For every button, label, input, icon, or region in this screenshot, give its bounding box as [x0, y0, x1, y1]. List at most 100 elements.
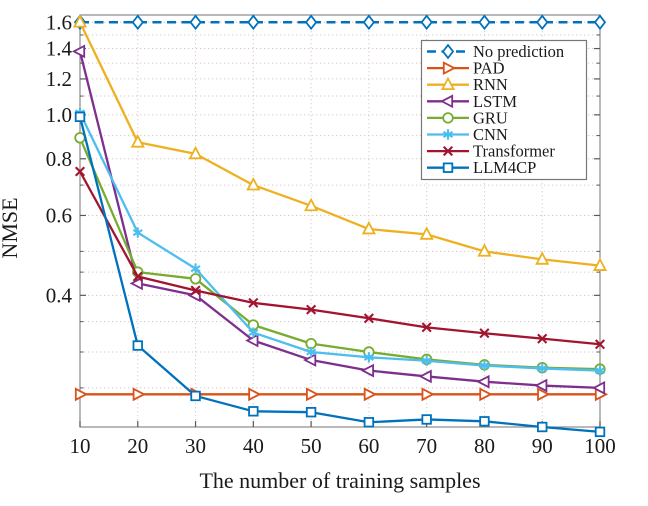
x-tick-label: 30 — [185, 434, 206, 458]
marker-asterisk — [479, 360, 490, 371]
x-axis-title: The number of training samples — [199, 468, 480, 493]
legend-label: No prediction — [473, 42, 564, 61]
y-tick-label: 0.8 — [46, 147, 72, 171]
legend-label: PAD — [473, 59, 505, 78]
legend-label: LLM4CP — [473, 158, 536, 177]
legend-label: Transformer — [473, 142, 555, 161]
marker-diamond — [441, 43, 455, 60]
marker-triangle-up — [304, 197, 319, 212]
marker-triangle-left — [418, 369, 432, 384]
marker-triangle-right — [248, 387, 262, 402]
x-tick-label: 90 — [532, 434, 553, 458]
legend-item-pad: PAD — [427, 59, 505, 78]
x-tick-label: 40 — [243, 434, 264, 458]
series-line-rnn — [78, 21, 601, 267]
marker-x — [132, 271, 143, 282]
marker-triangle-left — [360, 363, 374, 378]
marker-x — [479, 328, 490, 339]
marker-diamond — [131, 14, 144, 31]
marker-triangle-left — [534, 378, 548, 393]
marker-square — [74, 111, 86, 123]
marker-square — [305, 406, 317, 418]
marker-circle — [189, 273, 202, 285]
x-tick-label: 20 — [127, 434, 148, 458]
y-tick-label: 0.6 — [46, 203, 72, 227]
marker-x — [74, 166, 86, 177]
legend-label: LSTM — [473, 92, 517, 111]
marker-diamond — [478, 14, 491, 31]
axes-box — [79, 14, 601, 428]
marker-x — [421, 322, 432, 333]
series-rnn — [72, 14, 608, 271]
series-transformer — [74, 166, 606, 350]
marker-diamond — [189, 14, 202, 31]
legend-label: GRU — [473, 108, 508, 127]
series-line-lstm — [78, 51, 601, 390]
series-pad — [74, 387, 609, 402]
marker-x — [363, 313, 374, 324]
marker-x — [594, 339, 606, 350]
marker-triangle-left — [591, 381, 606, 395]
marker-triangle-left — [439, 94, 454, 109]
x-tick-label: 60 — [358, 434, 379, 458]
y-tick-label: 0.4 — [46, 283, 73, 307]
legend-item-transformer: Transformer — [427, 142, 555, 161]
marker-square — [248, 406, 259, 417]
marker-asterisk — [306, 346, 317, 358]
x-tick-label: 100 — [584, 434, 616, 458]
legend-item-gru: GRU — [427, 108, 508, 127]
marker-x — [442, 146, 454, 157]
marker-triangle-up — [477, 243, 492, 257]
legend-item-rnn: RNN — [427, 75, 508, 94]
y-tick-label: 1.4 — [46, 37, 73, 61]
legend-box — [420, 39, 588, 181]
marker-square — [190, 390, 201, 402]
marker-diamond — [362, 14, 376, 31]
marker-diamond — [304, 14, 318, 31]
marker-triangle-up — [535, 251, 550, 265]
marker-asterisk — [537, 363, 548, 374]
marker-triangle-right — [479, 387, 493, 402]
x-tick-label: 80 — [474, 434, 495, 458]
marker-triangle-up — [72, 14, 88, 28]
x-tick-label: 10 — [70, 434, 91, 458]
marker-triangle-up — [188, 145, 203, 160]
y-axis-title: NMSE — [0, 197, 22, 258]
marker-diamond — [420, 14, 433, 31]
marker-asterisk — [421, 355, 432, 366]
marker-triangle-left — [129, 276, 143, 291]
marker-diamond — [593, 14, 607, 31]
marker-asterisk — [132, 227, 143, 238]
marker-x — [537, 333, 548, 344]
marker-square — [421, 414, 432, 425]
marker-triangle-up — [592, 257, 608, 271]
marker-triangle-up — [440, 76, 456, 90]
marker-triangle-right — [74, 387, 89, 402]
marker-square — [594, 426, 606, 438]
marker-asterisk — [248, 327, 259, 338]
marker-triangle-right — [132, 387, 146, 402]
marker-triangle-left — [71, 44, 86, 59]
marker-square — [479, 416, 490, 427]
marker-square — [363, 417, 375, 428]
marker-triangle-right — [421, 387, 435, 402]
plot-generated: 10 20 30 40 50 60 70 80 90 100 1.6 1.4 1.2 1.0 0.8 0.6 0… — [46, 10, 616, 458]
marker-triangle-up — [246, 176, 261, 191]
legend-item-lstm: LSTM — [427, 92, 517, 111]
y-tick-label: 1.2 — [46, 67, 72, 91]
marker-triangle-up — [361, 220, 376, 235]
marker-asterisk — [190, 263, 201, 274]
marker-triangle-up — [419, 226, 434, 240]
marker-triangle-up — [130, 134, 145, 148]
marker-triangle-left — [476, 374, 490, 389]
series-line-cnn — [78, 112, 601, 372]
marker-triangle-right — [537, 387, 551, 402]
y-tick-label: 1.0 — [46, 103, 72, 127]
legend-item-llm4cp: LLM4CP — [427, 158, 536, 177]
marker-square — [132, 340, 143, 351]
series-line-transformer — [78, 170, 601, 346]
marker-x — [248, 297, 259, 308]
x-tick-label: 70 — [416, 434, 437, 458]
